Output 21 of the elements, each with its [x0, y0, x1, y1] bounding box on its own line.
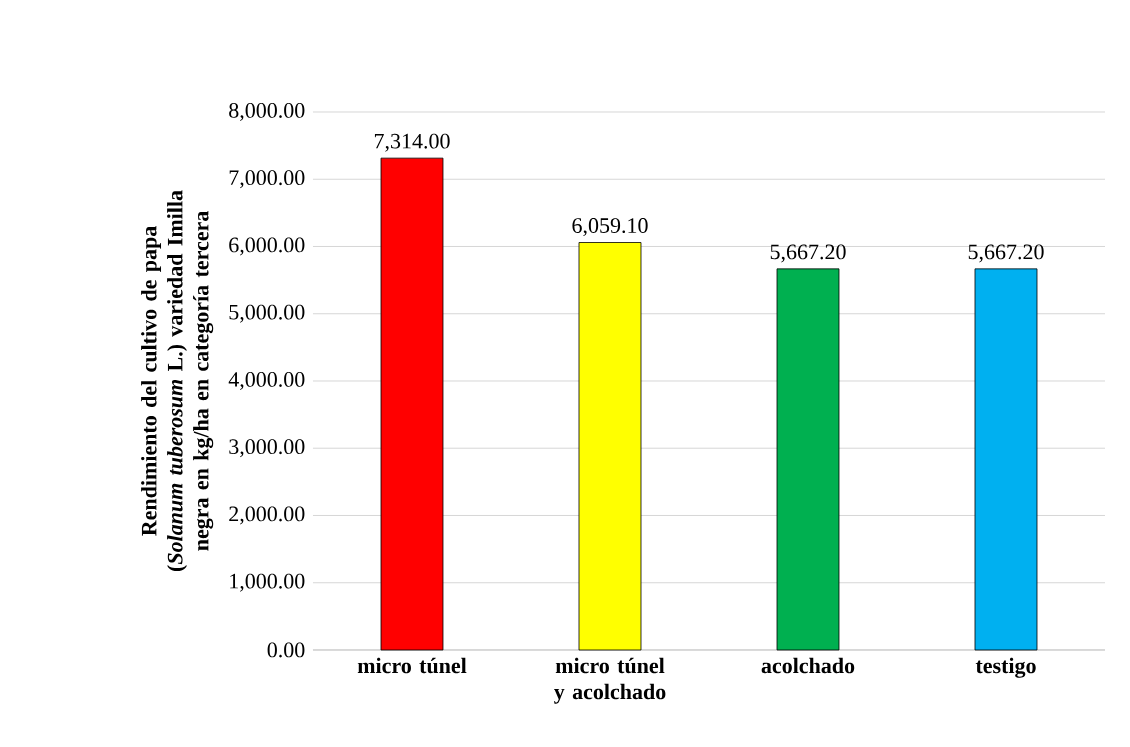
bar	[776, 268, 840, 651]
y-tick-label: 2,000.00	[229, 506, 305, 525]
x-tick-label: acolchado	[761, 657, 855, 674]
y-tick-label: 4,000.00	[228, 371, 305, 390]
data-label: 6,059.10	[572, 218, 648, 237]
x-tick-label: micro túnel y acolchado	[554, 657, 666, 704]
y-tick-label: 0.00	[267, 642, 305, 658]
y-tick-label: 5,000.00	[229, 304, 305, 323]
y-tick-label: 7,000.00	[229, 170, 305, 189]
x-tick-label: micro túnel	[357, 657, 467, 674]
y-tick-label: 1,000.00	[230, 573, 305, 592]
bar	[974, 268, 1038, 651]
data-label: 5,667.20	[770, 244, 846, 263]
y-tick-label: 6,000.00	[229, 237, 305, 256]
y-tick-label: 8,000.00	[229, 103, 305, 121]
x-tick-label: testigo	[975, 657, 1036, 678]
data-label: 7,314.00	[374, 133, 450, 152]
bar	[578, 242, 642, 651]
data-label: 5,667.20	[968, 244, 1044, 263]
y-tick-label: 3,000.00	[229, 439, 305, 458]
bar	[380, 157, 444, 651]
